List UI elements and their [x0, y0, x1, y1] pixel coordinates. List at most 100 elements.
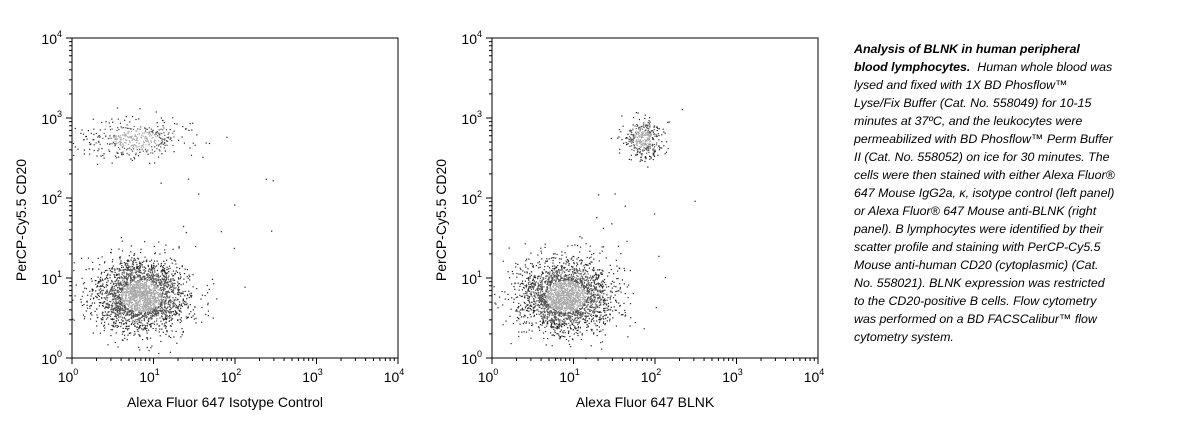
data-point	[539, 320, 541, 322]
data-point	[159, 317, 161, 319]
data-point	[591, 318, 594, 320]
data-point	[178, 139, 180, 141]
data-point	[108, 268, 110, 270]
data-point	[171, 262, 173, 264]
data-point	[109, 129, 111, 131]
data-point	[546, 300, 548, 302]
data-point	[595, 301, 597, 303]
data-point	[174, 313, 176, 315]
data-point	[552, 334, 554, 336]
data-point	[174, 299, 176, 301]
data-point	[546, 310, 548, 313]
data-point	[142, 286, 144, 288]
data-point	[137, 275, 139, 277]
data-point	[179, 318, 181, 321]
data-point	[580, 305, 582, 307]
data-point	[541, 258, 543, 260]
data-point	[151, 271, 154, 273]
data-point	[126, 298, 128, 300]
data-point	[603, 308, 605, 310]
data-point	[560, 295, 562, 297]
data-point	[170, 136, 172, 139]
data-point	[550, 332, 552, 334]
data-point	[130, 289, 132, 291]
data-point	[576, 292, 578, 294]
data-point	[121, 146, 123, 148]
data-point	[140, 291, 142, 293]
data-point	[538, 301, 540, 303]
data-point	[115, 309, 117, 311]
data-point	[575, 290, 577, 292]
data-point	[165, 298, 167, 300]
data-point	[551, 299, 553, 301]
data-point	[155, 292, 157, 294]
data-point	[141, 137, 143, 139]
data-point	[144, 313, 146, 315]
data-point	[125, 277, 127, 280]
data-point	[594, 306, 596, 308]
data-point	[117, 309, 120, 311]
data-point	[593, 320, 595, 322]
data-point	[551, 296, 553, 298]
data-point	[559, 294, 561, 296]
data-point	[183, 303, 186, 305]
data-point	[169, 300, 171, 302]
data-point	[598, 285, 600, 287]
data-point	[105, 284, 108, 286]
data-point	[138, 311, 140, 313]
data-point	[577, 312, 579, 314]
data-point	[153, 312, 155, 314]
data-point	[174, 303, 176, 305]
data-point	[602, 295, 604, 297]
data-point	[577, 288, 580, 290]
data-point	[553, 274, 555, 276]
data-point	[594, 296, 596, 298]
data-point	[159, 304, 161, 306]
data-point	[540, 288, 542, 290]
data-point	[169, 138, 171, 140]
data-point	[147, 265, 149, 267]
data-point	[565, 304, 567, 306]
data-point	[143, 307, 145, 309]
data-point	[569, 269, 571, 271]
data-point	[125, 319, 127, 321]
data-point	[602, 304, 605, 306]
data-point	[135, 282, 137, 284]
data-point	[587, 283, 589, 285]
data-point	[165, 326, 167, 328]
data-point	[534, 277, 536, 279]
data-point	[624, 309, 626, 311]
data-point	[184, 295, 186, 297]
data-point	[119, 301, 121, 303]
data-point	[169, 299, 171, 301]
data-point	[177, 290, 179, 292]
data-point	[104, 128, 106, 130]
data-point	[116, 326, 118, 328]
data-point	[173, 136, 175, 138]
data-point	[565, 289, 567, 291]
data-point	[168, 306, 170, 308]
data-point	[128, 325, 130, 327]
data-point	[127, 148, 129, 150]
data-point	[160, 302, 162, 304]
data-point	[131, 274, 133, 276]
data-point	[102, 154, 104, 157]
data-point	[564, 278, 566, 280]
data-point	[126, 277, 128, 280]
data-point	[568, 301, 570, 303]
data-point	[125, 292, 127, 294]
data-point	[159, 253, 161, 255]
data-point	[565, 317, 567, 319]
data-point	[533, 295, 535, 297]
data-point	[150, 297, 152, 299]
data-point	[112, 283, 115, 285]
data-point	[566, 317, 568, 319]
data-point	[135, 280, 138, 283]
data-point	[571, 268, 573, 270]
data-point	[570, 279, 572, 281]
data-point	[101, 256, 103, 258]
data-point	[113, 312, 115, 314]
data-point	[125, 326, 128, 328]
data-point	[537, 294, 539, 296]
data-point	[137, 330, 139, 332]
